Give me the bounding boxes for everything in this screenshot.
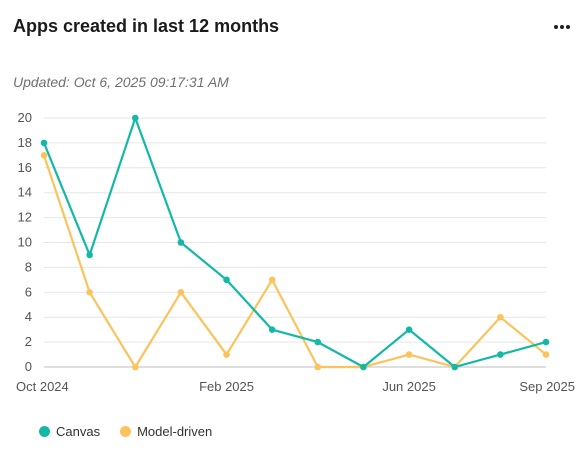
more-horizontal-icon-dot [560, 25, 564, 29]
data-point-model-driven[interactable] [268, 276, 276, 284]
last-updated-text: Updated: Oct 6, 2025 09:17:31 AM [13, 74, 229, 90]
more-options-button[interactable] [548, 12, 576, 40]
data-point-canvas[interactable] [40, 139, 48, 147]
series-line-model-driven [42, 154, 548, 369]
data-point-canvas[interactable] [86, 251, 93, 259]
y-tick-label: 20 [18, 110, 32, 125]
legend-swatch-model-driven [120, 426, 132, 437]
data-point-canvas[interactable] [497, 351, 504, 358]
legend-item-canvas[interactable]: Canvas [39, 424, 100, 439]
data-point-canvas[interactable] [451, 363, 459, 371]
data-point-canvas[interactable] [542, 338, 550, 346]
y-tick-label: 10 [18, 235, 32, 250]
data-point-model-driven[interactable] [314, 363, 322, 371]
x-tick-label: Oct 2024 [16, 379, 69, 394]
data-point-canvas[interactable] [405, 326, 413, 333]
series-lines [40, 114, 550, 371]
data-point-canvas[interactable] [131, 114, 139, 122]
x-tick-label: Feb 2025 [199, 379, 254, 394]
data-point-canvas[interactable] [177, 239, 185, 246]
y-axis-ticks: 0 2 4 6 8 10 12 14 16 18 20 [18, 110, 32, 374]
y-tick-label: 2 [25, 334, 32, 349]
data-point-canvas[interactable] [223, 276, 230, 284]
legend-label-canvas: Canvas [56, 424, 101, 439]
data-point-canvas[interactable] [268, 326, 276, 333]
chart-legend: Canvas Model-driven [39, 424, 212, 439]
data-point-model-driven[interactable] [405, 351, 413, 358]
y-tick-label: 18 [18, 135, 32, 150]
grid-lines [44, 117, 546, 368]
x-tick-label: Jun 2025 [382, 379, 436, 394]
more-horizontal-icon-dot [566, 25, 570, 29]
data-point-model-driven[interactable] [40, 152, 48, 159]
x-axis-ticks: Oct 2024 Feb 2025 Jun 2025 Sep 2025 [16, 379, 575, 394]
data-point-canvas[interactable] [360, 363, 367, 371]
x-tick-label: Sep 2025 [519, 379, 575, 394]
data-point-model-driven[interactable] [542, 351, 550, 358]
y-tick-label: 0 [25, 359, 32, 374]
data-point-model-driven[interactable] [131, 363, 139, 371]
y-tick-label: 6 [25, 284, 32, 299]
data-point-model-driven[interactable] [223, 351, 230, 358]
data-point-canvas[interactable] [314, 338, 322, 346]
y-tick-label: 8 [25, 259, 32, 274]
series-line-canvas [42, 116, 548, 369]
data-point-model-driven[interactable] [497, 313, 504, 321]
line-chart: 0 2 4 6 8 10 12 14 16 18 20 Oct 2024 Feb 2025 Jun 20… [16, 110, 575, 394]
data-point-model-driven[interactable] [86, 289, 93, 296]
legend-swatch-canvas [39, 426, 50, 437]
legend-item-model-driven[interactable]: Model-driven [120, 424, 212, 439]
y-tick-label: 4 [25, 309, 32, 324]
more-horizontal-icon [554, 25, 558, 29]
chart-title: Apps created in last 12 months [13, 16, 280, 36]
legend-label-model-driven: Model-driven [137, 424, 213, 439]
y-tick-label: 12 [18, 210, 32, 225]
y-tick-label: 14 [18, 185, 32, 200]
y-tick-label: 16 [18, 160, 32, 175]
data-point-model-driven[interactable] [177, 289, 185, 296]
